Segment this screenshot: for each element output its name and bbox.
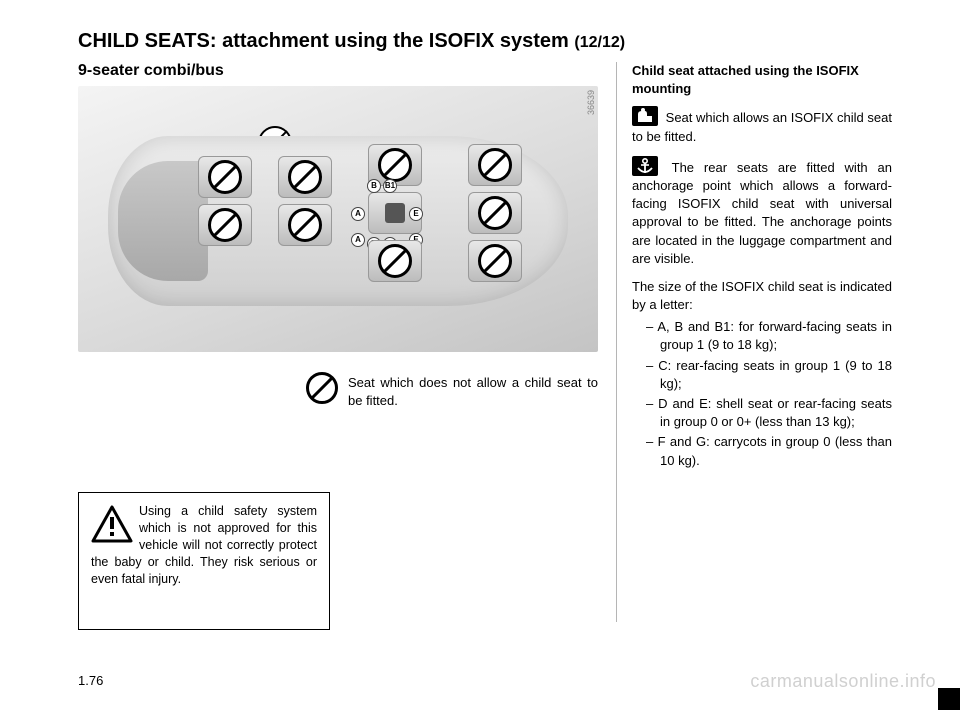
prohibit-icon bbox=[478, 148, 512, 182]
seat-r2-top bbox=[278, 156, 332, 198]
size-item: F and G: carrycots in group 0 (less than… bbox=[646, 433, 892, 469]
seat-front-right bbox=[198, 204, 252, 246]
legend-prohibit-text: Seat which does not allow a child seat t… bbox=[348, 375, 598, 408]
seat-row-1 bbox=[198, 156, 252, 246]
seat-row-3: B B1 A E A E B B1 bbox=[368, 144, 422, 282]
seat-front-left bbox=[198, 156, 252, 198]
para-isofix-seat: Seat which allows an ISOFIX child seat t… bbox=[632, 106, 892, 145]
prohibit-icon bbox=[478, 196, 512, 230]
watermark: carmanualsonline.info bbox=[750, 671, 936, 692]
prohibit-icon bbox=[288, 160, 322, 194]
image-id-label: 36639 bbox=[586, 90, 596, 115]
page-title: CHILD SEATS: attachment using the ISOFIX… bbox=[78, 30, 625, 53]
size-list: A, B and B1: for forward-facing seats in… bbox=[632, 318, 892, 470]
seat-r4-top bbox=[468, 144, 522, 186]
seat-r3-bottom bbox=[368, 240, 422, 282]
seat-row-2 bbox=[278, 156, 332, 246]
label-pill: E bbox=[409, 207, 423, 221]
label-pill: A bbox=[351, 233, 365, 247]
prohibit-icon bbox=[288, 208, 322, 242]
manual-page: CHILD SEATS: attachment using the ISOFIX… bbox=[0, 0, 960, 710]
size-intro: The size of the ISOFIX child seat is ind… bbox=[632, 278, 892, 314]
prohibit-icon bbox=[208, 208, 242, 242]
column-divider bbox=[616, 62, 617, 622]
prohibit-icon bbox=[306, 372, 338, 404]
seat-r2-bottom bbox=[278, 204, 332, 246]
prohibit-icon bbox=[378, 148, 412, 182]
legend-prohibit: Seat which does not allow a child seat t… bbox=[348, 374, 598, 409]
title-main: CHILD SEATS: attachment using the ISOFIX… bbox=[78, 30, 569, 52]
label-group-top: B B1 bbox=[367, 179, 397, 193]
seat-r3-mid: B B1 A E A E B B1 bbox=[368, 192, 422, 234]
size-item: D and E: shell seat or rear-facing seats… bbox=[646, 395, 892, 431]
vehicle-diagram: 36639 B B1 A bbox=[78, 86, 598, 352]
page-subtitle: 9-seater combi/bus bbox=[78, 62, 224, 80]
prohibit-icon bbox=[378, 244, 412, 278]
label-group-ae1: A bbox=[351, 207, 365, 221]
size-item: A, B and B1: for forward-facing seats in… bbox=[646, 318, 892, 354]
right-column: Child seat attached using the ISOFIX mou… bbox=[632, 62, 892, 472]
right-heading: Child seat attached using the ISOFIX mou… bbox=[632, 62, 892, 98]
para-isofix-seat-text: Seat which allows an ISOFIX child seat t… bbox=[632, 110, 892, 143]
label-pill: B1 bbox=[383, 179, 397, 193]
size-item: C: rear-facing seats in group 1 (9 to 18… bbox=[646, 357, 892, 393]
isofix-seat-icon bbox=[632, 106, 658, 126]
page-corner-mark bbox=[938, 688, 960, 710]
seat-r4-bottom bbox=[468, 240, 522, 282]
para-rear-seats-text: The rear seats are fitted with an anchor… bbox=[632, 160, 892, 266]
seat-r4-mid bbox=[468, 192, 522, 234]
label-pill: A bbox=[351, 207, 365, 221]
seat-row-4 bbox=[468, 144, 522, 282]
prohibit-icon bbox=[478, 244, 512, 278]
child-seat-icon bbox=[385, 203, 405, 223]
warning-box: Using a child safety system which is not… bbox=[78, 492, 330, 630]
para-rear-seats: The rear seats are fitted with an anchor… bbox=[632, 156, 892, 268]
page-number: 1.76 bbox=[78, 673, 103, 688]
prohibit-icon bbox=[208, 160, 242, 194]
anchor-icon bbox=[632, 156, 658, 176]
title-suffix: (12/12) bbox=[574, 34, 625, 51]
label-group-ae2: A bbox=[351, 233, 365, 247]
label-pill: B bbox=[367, 179, 381, 193]
label-group-ae1b: E bbox=[409, 207, 423, 221]
warning-triangle-icon bbox=[91, 505, 133, 543]
